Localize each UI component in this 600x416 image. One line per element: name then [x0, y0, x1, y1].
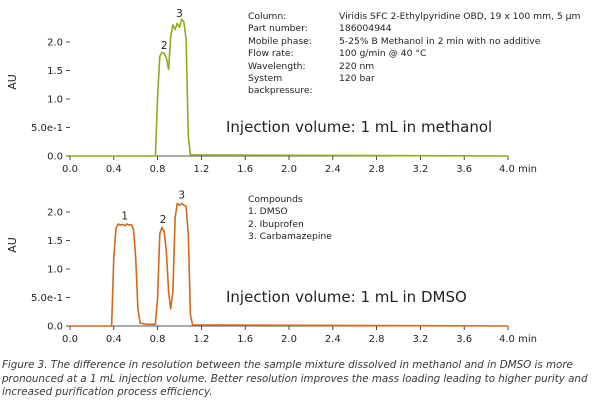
- injection-volume-label-methanol: Injection volume: 1 mL in methanol: [226, 118, 493, 136]
- condition-row: Flow rate: 100 g/min @ 40 °C: [248, 48, 580, 60]
- y-tick-label: 1.5: [47, 66, 63, 77]
- x-tick-label: 2.0: [281, 164, 297, 175]
- condition-label: Mobile phase:: [248, 35, 312, 47]
- x-tick-label: 2.8: [369, 334, 385, 345]
- x-tick-label: 1.6: [237, 334, 253, 345]
- condition-row: System backpressure: 120 bar: [248, 73, 580, 98]
- x-tick-label: 0.8: [150, 164, 166, 175]
- compound-item: 2. Ibuprofen: [248, 218, 304, 230]
- y-tick-label: 2.0: [47, 208, 63, 219]
- chromatogram-trace: [70, 202, 509, 327]
- compound-legend-title: Compounds: [248, 194, 303, 205]
- y-tick-label: 5.0e-1: [31, 293, 63, 304]
- y-tick-label: 1.0: [47, 95, 63, 106]
- x-tick-label: 0.0: [62, 164, 78, 175]
- condition-label: Flow rate:: [248, 48, 294, 60]
- x-tick-label: 1.2: [193, 334, 209, 345]
- condition-row: Wavelength: 220 nm: [248, 61, 580, 73]
- condition-value: 5-25% B Methanol in 2 min with no additi…: [339, 35, 541, 47]
- x-tick-label: 3.2: [412, 334, 428, 345]
- x-tick-label: 4.0 min: [499, 334, 537, 345]
- x-tick-label: 4.0 min: [499, 164, 537, 175]
- x-tick-label: 0.4: [106, 164, 122, 175]
- x-tick-label: 3.6: [456, 334, 472, 345]
- compound-legend: Compounds 1. DMSO 2. Ibuprofen 3. Carbam…: [248, 194, 332, 244]
- x-tick-label: 2.4: [325, 164, 341, 175]
- figure-caption: Figure 3. The difference in resolution b…: [2, 359, 588, 399]
- chromatogram-trace: [70, 18, 509, 157]
- y-tick-label: 1.0: [47, 265, 63, 276]
- compound-item: 1. DMSO: [248, 206, 288, 218]
- condition-label: Part number:: [248, 23, 308, 35]
- condition-row: Column: Viridis SFC 2-Ethylpyridine OBD,…: [248, 11, 580, 23]
- y-tick-label: 0.0: [47, 152, 63, 163]
- condition-label: Wavelength:: [248, 60, 306, 72]
- condition-value: 100 g/min @ 40 °C: [339, 48, 427, 60]
- methanol-chromatogram: 0.0 0.4 0.8 1.2 1.6 2.0 2.4 2.8 3.2 3.6 4.0 min 0.0…: [6, 8, 537, 175]
- condition-value: 220 nm: [339, 60, 375, 72]
- condition-row: Mobile phase: 5-25% B Methanol in 2 min …: [248, 36, 580, 48]
- x-tick-label: 2.4: [325, 334, 341, 345]
- run-conditions-table: Column: Viridis SFC 2-Ethylpyridine OBD,…: [248, 11, 580, 98]
- condition-row: Part number: 186004944: [248, 23, 580, 35]
- x-tick-label: 2.8: [369, 164, 385, 175]
- y-tick-label: 1.5: [47, 236, 63, 247]
- x-tick-label: 3.2: [412, 164, 428, 175]
- injection-volume-label-dmso: Injection volume: 1 mL in DMSO: [226, 288, 467, 306]
- y-tick-label: 0.0: [47, 322, 63, 333]
- peak-label: 2: [161, 40, 168, 52]
- y-axis-label: AU: [6, 74, 19, 90]
- y-tick-label: 2.0: [47, 38, 63, 49]
- x-tick-label: 0.8: [150, 334, 166, 345]
- x-tick-label: 0.0: [62, 334, 78, 345]
- peak-label: 3: [176, 8, 183, 20]
- compound-item: 3. Carbamazepine: [248, 231, 332, 243]
- x-tick-label: 2.0: [281, 334, 297, 345]
- peak-label: 2: [160, 214, 167, 226]
- peak-label: 1: [121, 210, 128, 222]
- x-tick-label: 0.4: [106, 334, 122, 345]
- condition-value: 186004944: [339, 23, 392, 35]
- condition-label: Column:: [248, 11, 287, 22]
- condition-label: System backpressure:: [248, 73, 313, 97]
- x-tick-label: 1.2: [193, 164, 209, 175]
- condition-value: 120 bar: [339, 73, 375, 85]
- peak-label: 3: [178, 189, 185, 201]
- dmso-chromatogram: 0.0 0.4 0.8 1.2 1.6 2.0 2.4 2.8 3.2 3.6 4.0 min 0.0…: [6, 189, 537, 345]
- y-axis-label: AU: [6, 237, 19, 253]
- x-tick-label: 1.6: [237, 164, 253, 175]
- y-tick-label: 5.0e-1: [31, 123, 63, 134]
- x-tick-label: 3.6: [456, 164, 472, 175]
- condition-value: Viridis SFC 2-Ethylpyridine OBD, 19 x 10…: [339, 11, 581, 22]
